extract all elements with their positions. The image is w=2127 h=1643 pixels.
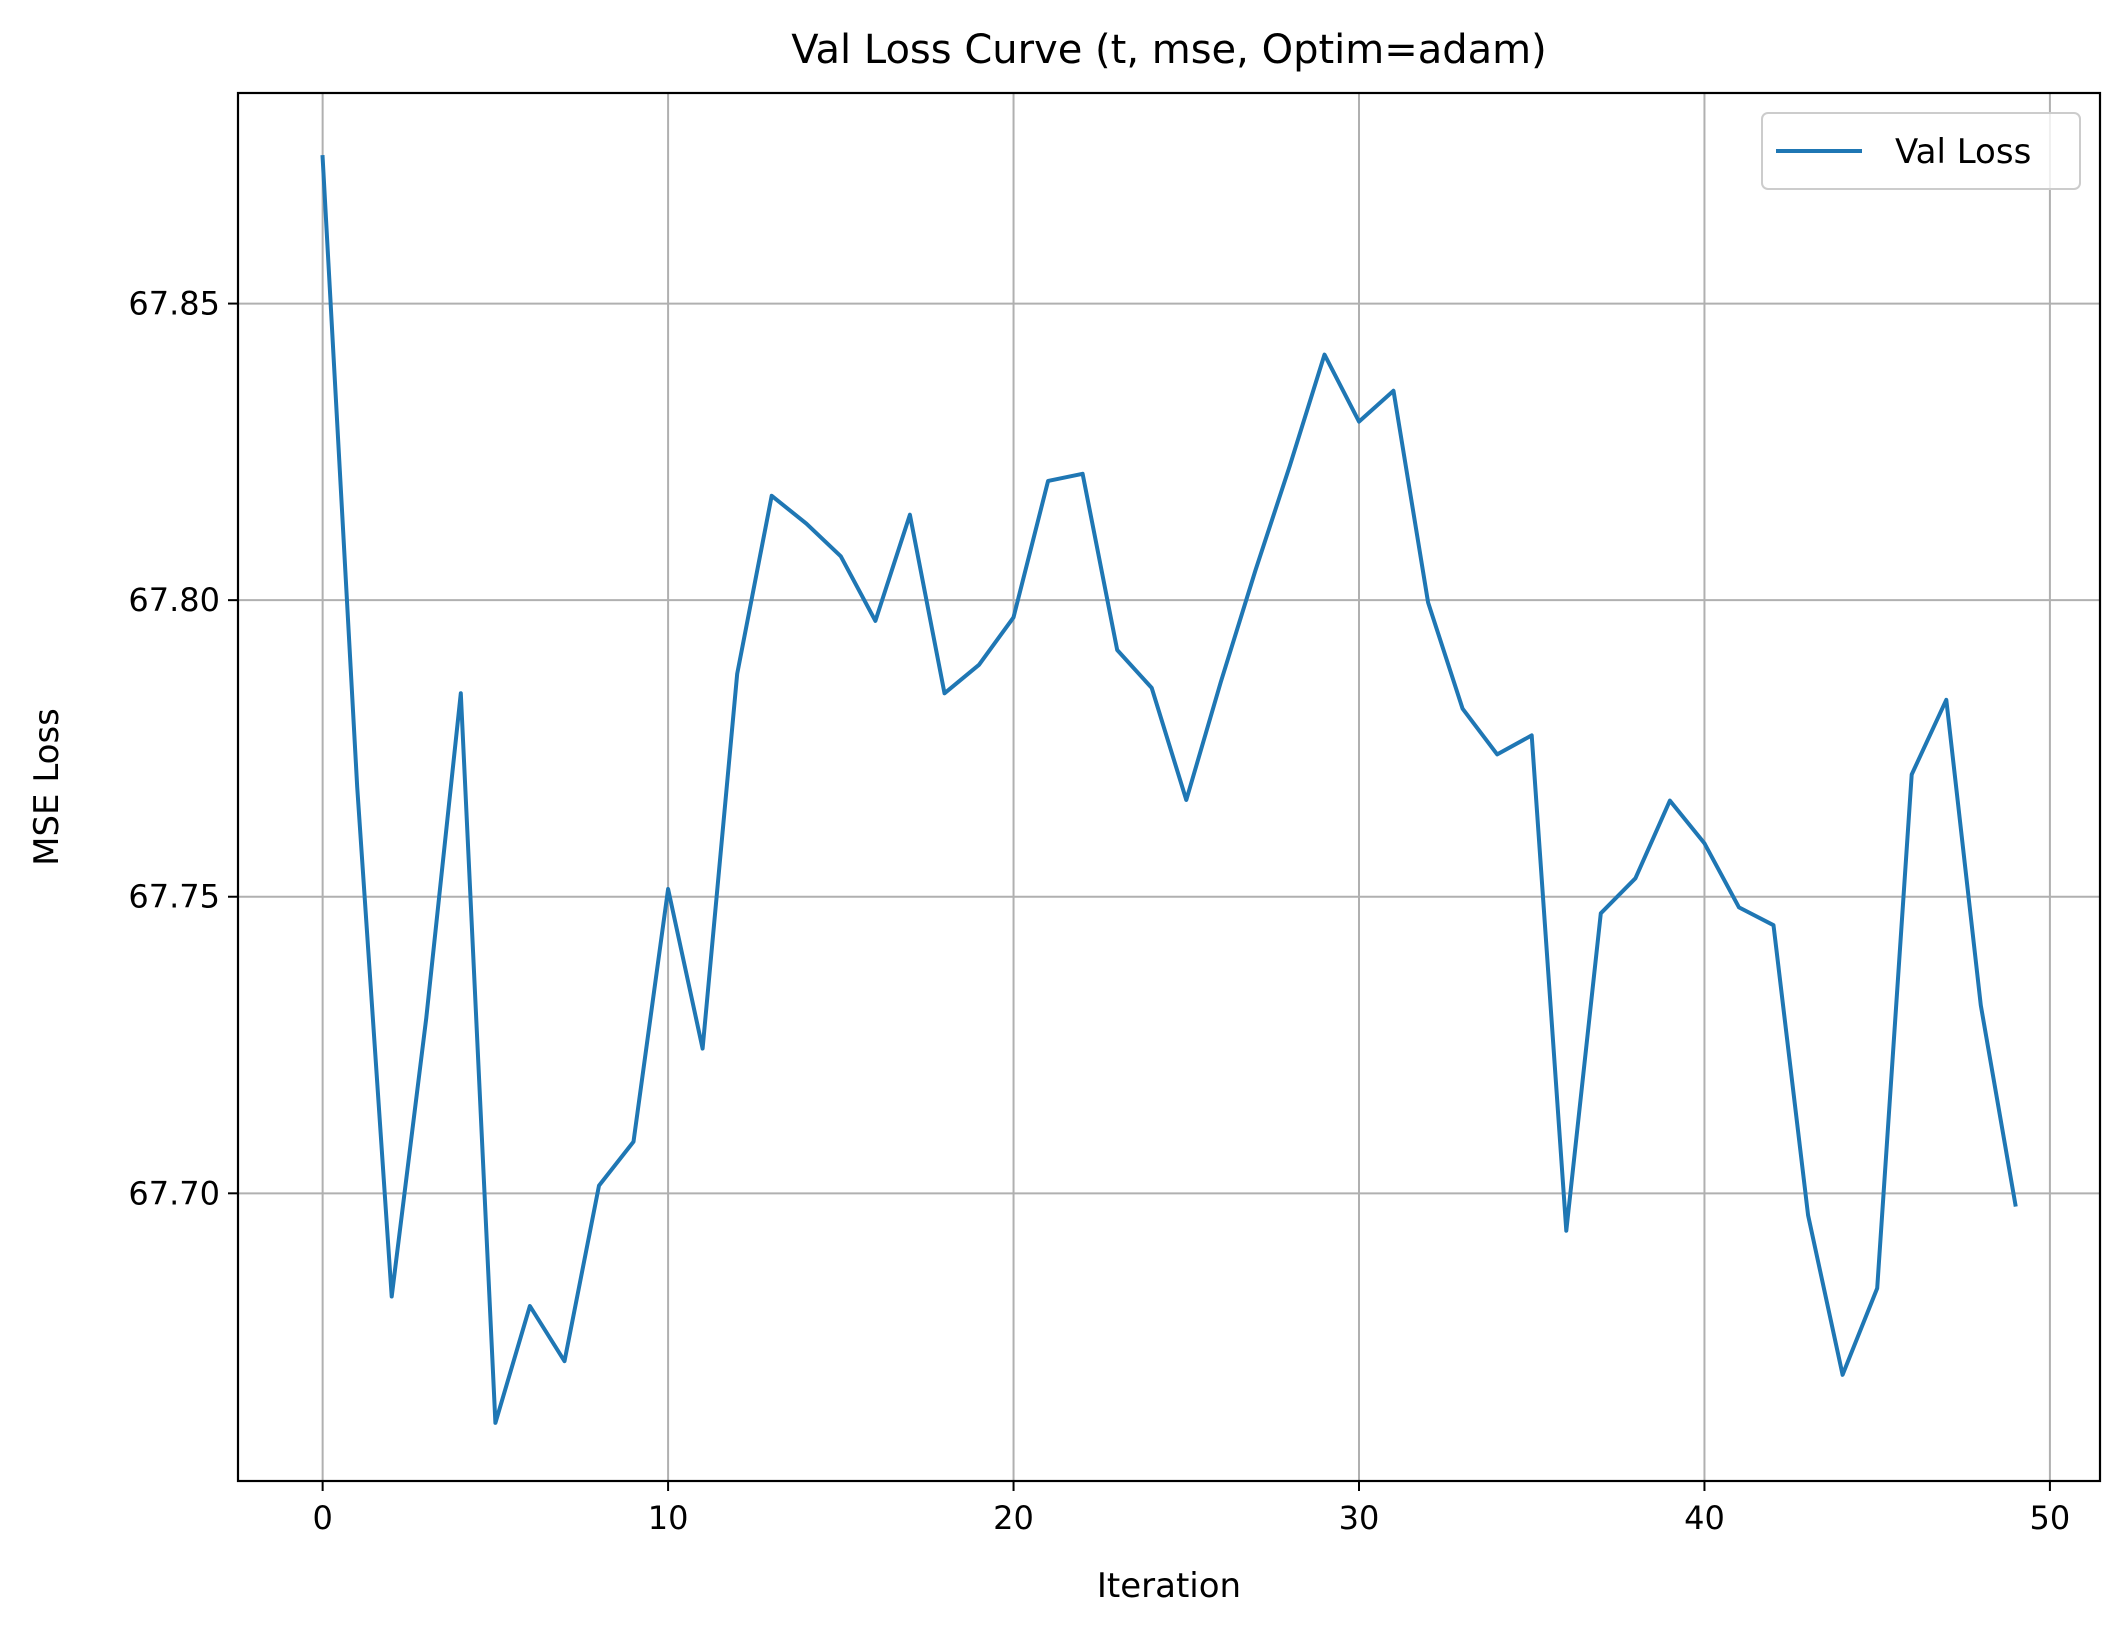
plot-frame [236, 91, 2102, 1483]
chart-title: Val Loss Curve (t, mse, Optim=adam) [791, 27, 1546, 73]
x-tick-label: 0 [312, 1499, 332, 1537]
x-tick-label: 40 [1684, 1499, 1725, 1537]
y-tick-label: 67.85 [128, 285, 220, 323]
x-axis-label: Iteration [1097, 1566, 1241, 1606]
y-tick-label: 67.70 [128, 1174, 220, 1212]
ticks: 0 10 20 30 40 50 67.70 67.75 67.80 67.85 [128, 285, 2070, 1537]
legend-label-val-loss: Val Loss [1895, 132, 2031, 172]
y-tick-label: 67.80 [128, 581, 220, 619]
x-tick-label: 50 [2030, 1499, 2071, 1537]
x-tick-label: 30 [1339, 1499, 1380, 1537]
y-tick-label: 67.75 [128, 878, 220, 916]
grid [238, 93, 2100, 1481]
x-tick-label: 20 [993, 1499, 1034, 1537]
series-layer [320, 154, 2018, 1425]
series-line-val-loss [320, 154, 2018, 1425]
y-axis-label: MSE Loss [27, 708, 67, 866]
legend: Val Loss [1761, 112, 2081, 190]
x-tick-label: 10 [648, 1499, 689, 1537]
legend-box [1761, 112, 2081, 190]
